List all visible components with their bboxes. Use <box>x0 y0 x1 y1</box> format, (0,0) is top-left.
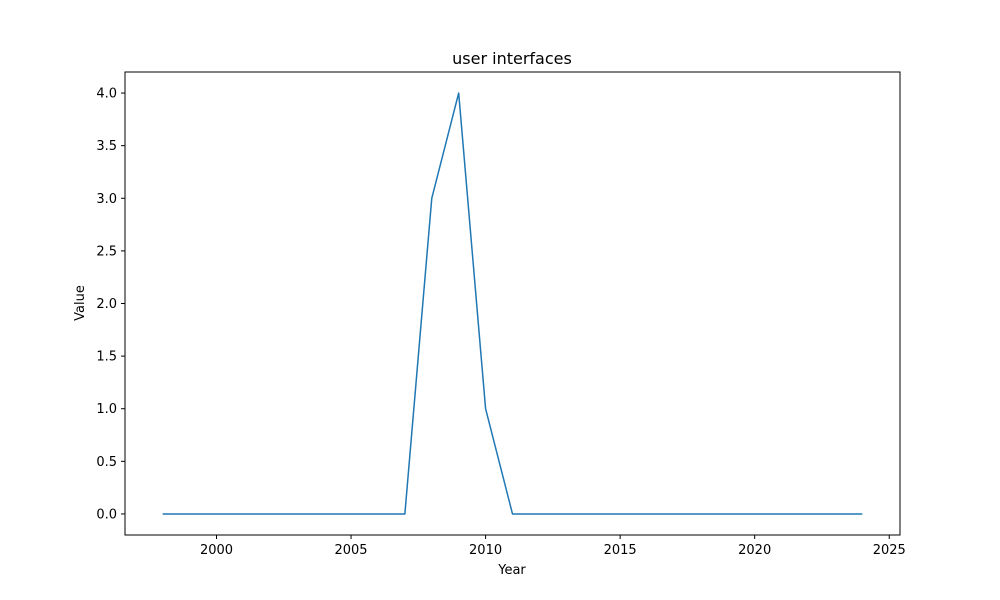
y-tick-label: 2.0 <box>96 297 117 312</box>
y-tick-label: 2.5 <box>96 244 117 259</box>
y-tick-label: 3.0 <box>96 192 117 207</box>
x-tick-label: 2020 <box>738 543 771 558</box>
x-tick-label: 2000 <box>200 543 233 558</box>
x-tick-label: 2005 <box>334 543 367 558</box>
chart-title: user interfaces <box>452 49 572 68</box>
y-tick-label: 0.0 <box>96 507 117 522</box>
x-tick-label: 2025 <box>873 543 906 558</box>
y-tick-label: 4.0 <box>96 87 117 102</box>
y-tick-label: 0.5 <box>96 455 117 470</box>
y-tick-label: 1.0 <box>96 402 117 417</box>
y-tick-label: 3.5 <box>96 139 117 154</box>
x-tick-label: 2010 <box>469 543 502 558</box>
x-tick-label: 2015 <box>604 543 637 558</box>
plot-area: 2000 2005 2010 2015 2020 2025 0.0 0.5 1.0 1.5 2.0 2… <box>96 71 906 558</box>
y-tick-label: 1.5 <box>96 350 117 365</box>
y-axis-title: Value <box>73 285 88 321</box>
x-axis-title: Year <box>497 563 526 578</box>
series-line-0 <box>162 92 863 515</box>
